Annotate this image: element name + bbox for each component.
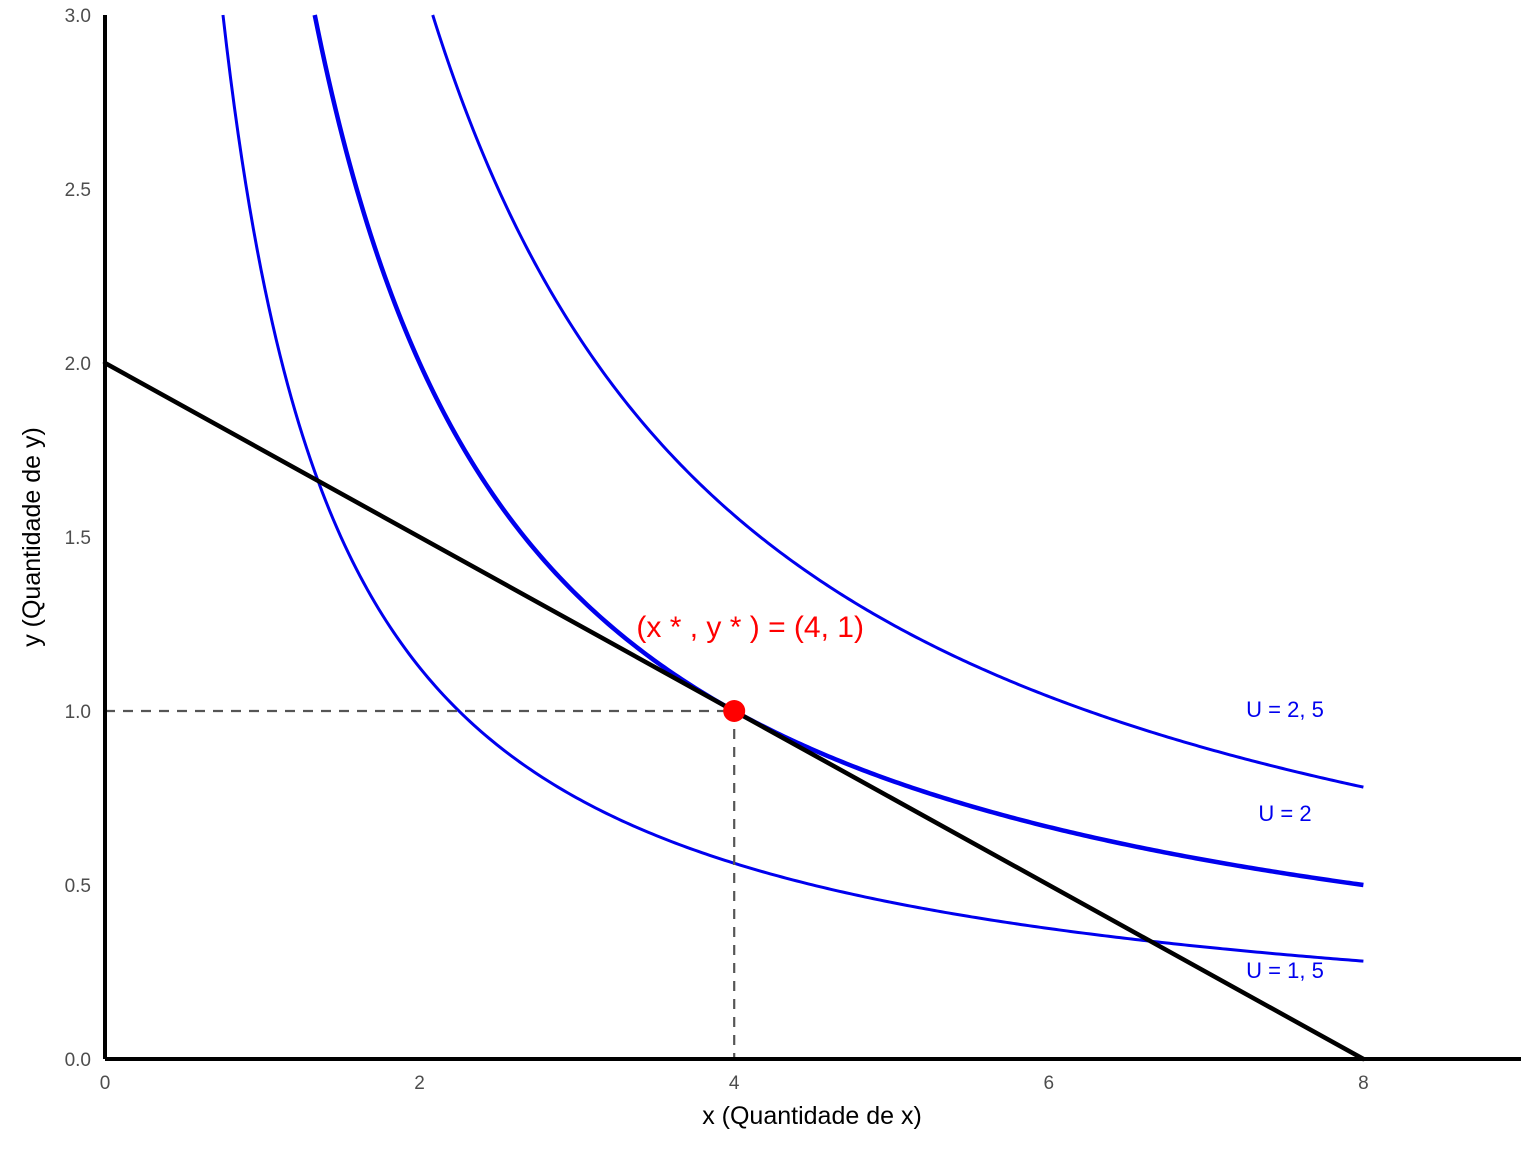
y-tick-label: 1.5 bbox=[65, 528, 91, 549]
optimum-label: (x * , y * ) = (4, 1) bbox=[636, 611, 864, 644]
y-tick-label: 0.0 bbox=[65, 1050, 91, 1071]
y-axis-title: y (Quantidade de y) bbox=[18, 427, 46, 647]
x-axis-title: x (Quantidade de x) bbox=[702, 1102, 922, 1130]
curve-label-2: U = 2 bbox=[1258, 801, 1311, 826]
optimum-point bbox=[723, 700, 746, 722]
x-tick-label: 4 bbox=[729, 1073, 740, 1094]
y-tick-label: 3.0 bbox=[65, 6, 91, 27]
indifference-curve-3 bbox=[431, 14, 1364, 789]
y-tick-label: 1.0 bbox=[65, 702, 91, 723]
curve-label-3: U = 2, 5 bbox=[1246, 697, 1324, 722]
indifference-curve-1 bbox=[221, 14, 1364, 963]
indifference-curves bbox=[221, 14, 1364, 963]
curve-labels: U = 1, 5 U = 2 U = 2, 5 bbox=[1246, 697, 1324, 983]
y-tick-label: 2.5 bbox=[65, 180, 91, 201]
x-tick-label: 6 bbox=[1044, 1073, 1055, 1094]
x-tick-label: 8 bbox=[1358, 1073, 1369, 1094]
x-tick-label: 0 bbox=[100, 1073, 111, 1094]
tick-labels: 0 2 4 6 8 0.0 0.5 1.0 1.5 2.0 2.5 3.0 bbox=[65, 6, 1369, 1094]
x-tick-label: 2 bbox=[414, 1073, 425, 1094]
y-tick-label: 2.0 bbox=[65, 354, 91, 375]
axes bbox=[103, 15, 1521, 1061]
optimum-group: (x * , y * ) = (4, 1) bbox=[636, 611, 864, 722]
indifference-curve-2 bbox=[312, 14, 1364, 888]
optimum-guide-lines bbox=[105, 709, 736, 1059]
y-tick-label: 0.5 bbox=[65, 876, 91, 897]
curve-label-1: U = 1, 5 bbox=[1246, 958, 1324, 983]
